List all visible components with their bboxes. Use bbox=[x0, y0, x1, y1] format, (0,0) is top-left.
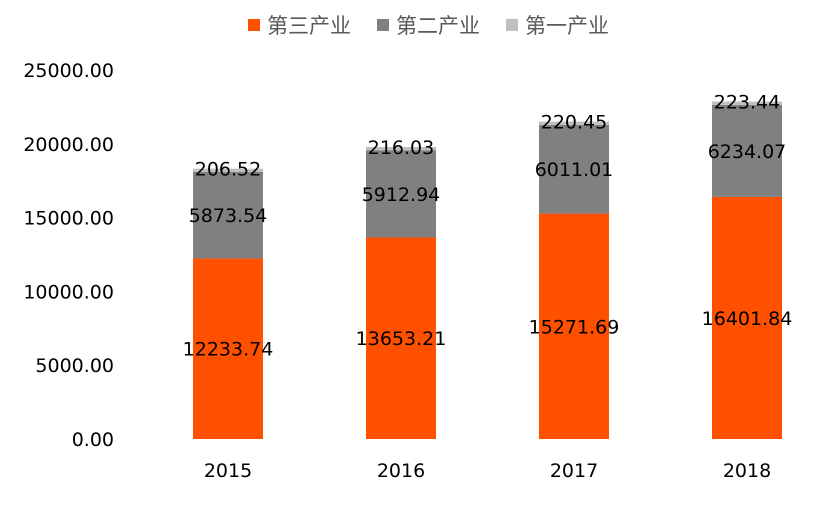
bar-2016-2 bbox=[366, 147, 436, 151]
legend-swatch-tertiary bbox=[248, 19, 260, 31]
data-label-2016-2: 216.03 bbox=[368, 137, 434, 159]
legend-label-secondary: 第二产业 bbox=[396, 14, 480, 38]
data-label-2015-1: 5873.54 bbox=[189, 205, 268, 227]
bar-2017-0 bbox=[539, 213, 609, 439]
legend: 第三产业 第二产业 第一产业 bbox=[248, 10, 609, 40]
data-label-2016-0: 13653.21 bbox=[356, 328, 447, 350]
data-label-2016-1: 5912.94 bbox=[362, 184, 441, 206]
y-tick-label: 20000.00 bbox=[23, 134, 114, 156]
x-tick-label: 2016 bbox=[377, 460, 425, 482]
bar-2015-2 bbox=[193, 168, 263, 172]
bar-2017-2 bbox=[539, 121, 609, 125]
bar-2015-0 bbox=[193, 258, 263, 439]
y-tick-label: 0.00 bbox=[72, 429, 114, 451]
y-tick-label: 5000.00 bbox=[35, 355, 114, 377]
legend-item-primary: 第一产业 bbox=[506, 10, 609, 40]
bar-2016-1 bbox=[366, 150, 436, 238]
bar-2017-1 bbox=[539, 124, 609, 214]
legend-label-primary: 第一产业 bbox=[525, 14, 609, 38]
bar-2018-2 bbox=[712, 101, 782, 105]
y-tick-label: 15000.00 bbox=[23, 208, 114, 230]
legend-swatch-secondary bbox=[377, 19, 389, 31]
x-tick-label: 2018 bbox=[723, 460, 771, 482]
data-label-2015-2: 206.52 bbox=[195, 159, 261, 181]
y-tick-label: 25000.00 bbox=[23, 60, 114, 82]
y-tick-label: 10000.00 bbox=[23, 281, 114, 303]
bar-2018-1 bbox=[712, 104, 782, 197]
data-label-2015-0: 12233.74 bbox=[183, 339, 274, 361]
data-label-2017-0: 15271.69 bbox=[529, 316, 620, 338]
data-label-2017-1: 6011.01 bbox=[535, 159, 614, 181]
data-label-2018-0: 16401.84 bbox=[702, 308, 793, 330]
bar-2016-0 bbox=[366, 237, 436, 439]
data-label-2018-2: 223.44 bbox=[714, 92, 780, 114]
bar-2018-0 bbox=[712, 196, 782, 439]
bar-2015-1 bbox=[193, 171, 263, 259]
legend-label-tertiary: 第三产业 bbox=[267, 14, 351, 38]
data-label-2018-1: 6234.07 bbox=[708, 141, 787, 163]
x-tick-label: 2017 bbox=[550, 460, 598, 482]
legend-item-tertiary: 第三产业 bbox=[248, 10, 351, 40]
legend-item-secondary: 第二产业 bbox=[377, 10, 480, 40]
x-tick-label: 2015 bbox=[204, 460, 252, 482]
legend-swatch-primary bbox=[506, 19, 518, 31]
data-label-2017-2: 220.45 bbox=[541, 112, 607, 134]
